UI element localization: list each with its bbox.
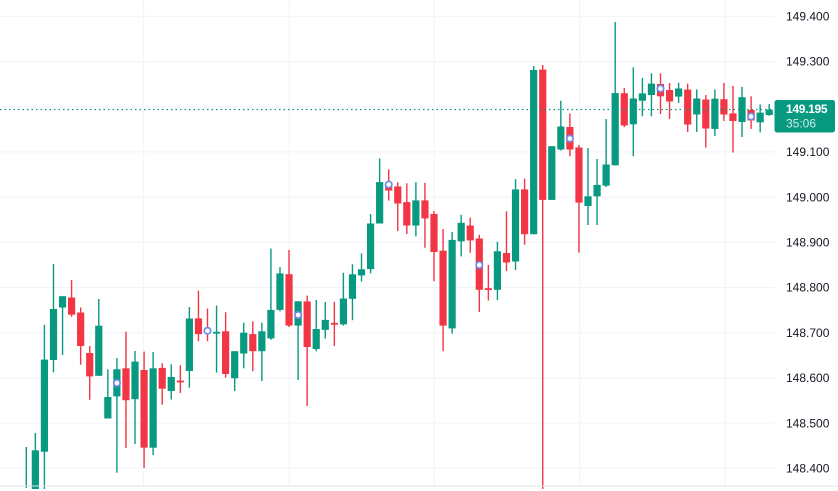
svg-text:148.700: 148.700 bbox=[786, 326, 830, 340]
svg-text:149.400: 149.400 bbox=[786, 10, 830, 24]
svg-text:148.400: 148.400 bbox=[786, 462, 830, 476]
svg-text:148.500: 148.500 bbox=[786, 416, 830, 430]
svg-text:149.300: 149.300 bbox=[786, 55, 830, 69]
svg-text:148.900: 148.900 bbox=[786, 236, 830, 250]
svg-text:149.000: 149.000 bbox=[786, 190, 830, 204]
svg-text:149.195: 149.195 bbox=[786, 102, 828, 116]
svg-text:149.100: 149.100 bbox=[786, 145, 830, 159]
svg-text:35:06: 35:06 bbox=[786, 117, 816, 131]
svg-text:148.800: 148.800 bbox=[786, 281, 830, 295]
svg-text:148.600: 148.600 bbox=[786, 371, 830, 385]
